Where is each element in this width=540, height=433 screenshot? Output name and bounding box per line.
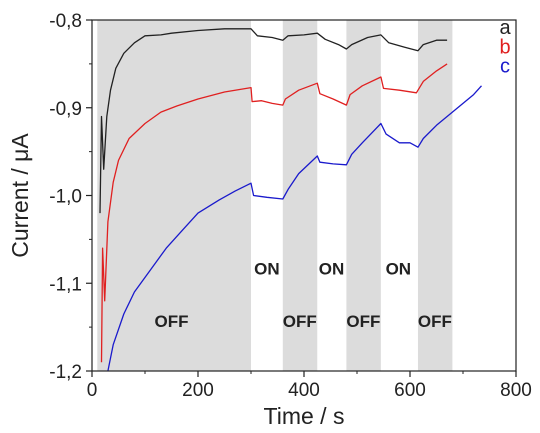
legend-label-a: a: [499, 17, 511, 39]
legend-label-b: b: [499, 36, 510, 58]
off-label: OFF: [418, 312, 452, 331]
legend: abc: [499, 17, 511, 78]
off-region-1: [97, 20, 251, 371]
y-tick-label: -1,0: [49, 187, 82, 208]
on-label: ON: [254, 259, 280, 278]
series-line-a: [99, 28, 448, 214]
x-axis-ticks: 0 200 400 600 800: [87, 371, 532, 401]
y-tick-label: -0,8: [49, 11, 82, 32]
shaded-regions: [97, 20, 453, 371]
y-tick-label: -1,2: [49, 362, 82, 383]
x-tick-label: 200: [182, 380, 214, 401]
y-axis-ticks: -0,8 -0,9 -1,0 -1,1 -1,2: [49, 11, 92, 383]
x-axis-title: Time / s: [264, 403, 345, 429]
x-tick-label: 800: [500, 380, 532, 401]
legend-label-c: c: [500, 56, 510, 78]
y-tick-label: -0,9: [49, 99, 82, 120]
on-label: ON: [386, 259, 412, 278]
y-tick-label: -1,1: [49, 274, 82, 295]
x-tick-label: 600: [394, 380, 426, 401]
series-line-c: [107, 85, 482, 372]
x-tick-label: 400: [288, 380, 320, 401]
off-label: OFF: [283, 312, 317, 331]
x-tick-label: 0: [87, 380, 98, 401]
series-line-b: [100, 63, 448, 363]
series-lines: [99, 28, 482, 372]
off-region-2: [282, 20, 318, 371]
y-axis-title: Current / μA: [7, 133, 33, 258]
off-label: OFF: [346, 312, 380, 331]
on-label: ON: [319, 259, 345, 278]
off-region-3: [346, 20, 381, 371]
region-labels: OFF OFF OFF OFF ON ON ON: [155, 259, 452, 331]
off-region-4: [417, 20, 453, 371]
off-label: OFF: [155, 312, 189, 331]
